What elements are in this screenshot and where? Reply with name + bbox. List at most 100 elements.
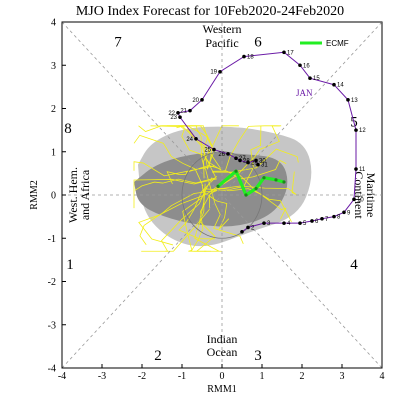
phase-guides	[61, 21, 383, 369]
observed-point	[282, 221, 286, 225]
observed-point	[354, 167, 358, 171]
y-tick-label: -1	[48, 234, 56, 245]
observed-point	[332, 214, 336, 219]
observed-point	[238, 158, 242, 163]
observed-point	[332, 82, 336, 87]
observed-day-label: 6	[315, 219, 319, 225]
ensemble-member-line	[150, 125, 209, 170]
forecast-mean-point	[254, 186, 258, 191]
observed-day-label: 17	[287, 50, 294, 56]
ensemble-members	[133, 125, 299, 252]
observed-day-label: 5	[303, 221, 307, 227]
observed-point	[298, 221, 302, 225]
x-tick-label: 3	[340, 371, 345, 382]
y-tick-label: 1	[51, 147, 56, 158]
observed-day-label: 3	[267, 221, 271, 227]
x-axis-label: RMM1	[207, 384, 236, 395]
observed-point	[188, 108, 192, 113]
region-left-line1: West. Hem.	[66, 167, 80, 223]
observed-point	[178, 115, 182, 119]
ensemble-member-line	[179, 125, 222, 171]
x-tick-label: 1	[260, 371, 265, 382]
x-tick-label: 2	[300, 371, 305, 382]
observed-day-label: 11	[359, 167, 366, 173]
observed-day-label: 29	[251, 161, 258, 167]
ensemble-member-line	[141, 187, 207, 252]
observed-point	[354, 128, 358, 132]
phase-number-2: 2	[154, 348, 162, 364]
ensemble-member-line	[134, 177, 217, 191]
observed-day-label: 13	[351, 98, 358, 104]
x-tick-label: 0	[220, 371, 225, 382]
observed-point	[226, 152, 230, 156]
ensemble-member-line	[139, 184, 220, 245]
x-tick-label: -3	[98, 371, 106, 382]
observed-point	[240, 229, 244, 234]
observed-day-label: 19	[210, 70, 217, 76]
observed-point	[254, 158, 258, 163]
x-tick-label: -4	[58, 371, 66, 382]
observed-day-label: 18	[247, 55, 254, 61]
observed-day-label: 20	[192, 98, 199, 104]
region-right-line1: Maritime	[364, 173, 378, 218]
ensemble-member-line	[212, 159, 287, 180]
month-label: JAN	[296, 88, 313, 98]
ensemble-member-line	[182, 177, 213, 252]
observed-day-label: 7	[325, 217, 329, 223]
observed-point	[262, 221, 266, 225]
ensemble-member-line	[223, 170, 292, 222]
ensemble-spread	[134, 126, 312, 247]
observed-point	[256, 162, 260, 167]
observed-point	[212, 147, 216, 152]
y-tick-label: 3	[51, 61, 56, 72]
observed-point	[310, 219, 314, 223]
observed-point	[218, 69, 222, 74]
ensemble-member-line	[218, 171, 297, 195]
x-tick-label: 4	[380, 371, 385, 382]
forecast-mean-point	[282, 180, 286, 184]
observed-point	[352, 197, 356, 202]
ensemble-member-line	[164, 180, 226, 252]
forecast-mean-point	[262, 176, 266, 180]
observed-point	[320, 216, 324, 221]
forecast-mean-point	[216, 184, 220, 188]
x-tick-label: -1	[178, 371, 186, 382]
ensemble-member-line	[133, 178, 217, 209]
forecast-mean-point	[274, 178, 278, 182]
observed-day-label: 25	[204, 148, 211, 154]
legend-label-ecmf: ECMF	[326, 39, 349, 48]
observed-day-label: 10	[357, 197, 364, 203]
observed-day-label: 30	[259, 158, 266, 164]
phase-number-3: 3	[254, 348, 262, 364]
forecast-mean-point	[244, 193, 248, 197]
ensemble-member-line	[133, 134, 204, 187]
ensemble-member-line	[176, 125, 216, 177]
y-tick-label: 2	[51, 104, 56, 115]
phase-number-4: 4	[350, 257, 358, 273]
observed-day-label: 16	[303, 63, 310, 69]
ensemble-member-line	[178, 175, 217, 240]
observed-point	[282, 50, 286, 55]
observed-day-label: 4	[287, 221, 291, 227]
ensemble-member-line	[212, 148, 299, 173]
region-top-line1: Western	[202, 22, 241, 36]
observed-point	[194, 136, 198, 141]
forecast-mean-trajectory	[216, 169, 286, 197]
observed-point	[234, 156, 238, 161]
chart-title: MJO Index Forecast for 10Feb2020-24Feb20…	[76, 4, 344, 19]
observed-point	[342, 210, 346, 215]
observed-point	[200, 98, 204, 102]
observed-day-label: 21	[180, 109, 187, 115]
y-tick-label: -4	[48, 364, 56, 375]
observed-point	[246, 225, 250, 230]
phase-number-1: 1	[66, 257, 74, 273]
phase-number-6: 6	[254, 34, 262, 50]
guide-antidiagonal	[61, 21, 383, 369]
y-axis-label: RMM2	[29, 180, 40, 209]
region-bottom-line1: Indian	[207, 332, 238, 346]
y-tick-label: 0	[51, 191, 56, 202]
region-top-line2: Pacific	[205, 36, 238, 50]
forecast-mean-point	[234, 169, 238, 173]
y-tick-label: -2	[48, 277, 56, 288]
